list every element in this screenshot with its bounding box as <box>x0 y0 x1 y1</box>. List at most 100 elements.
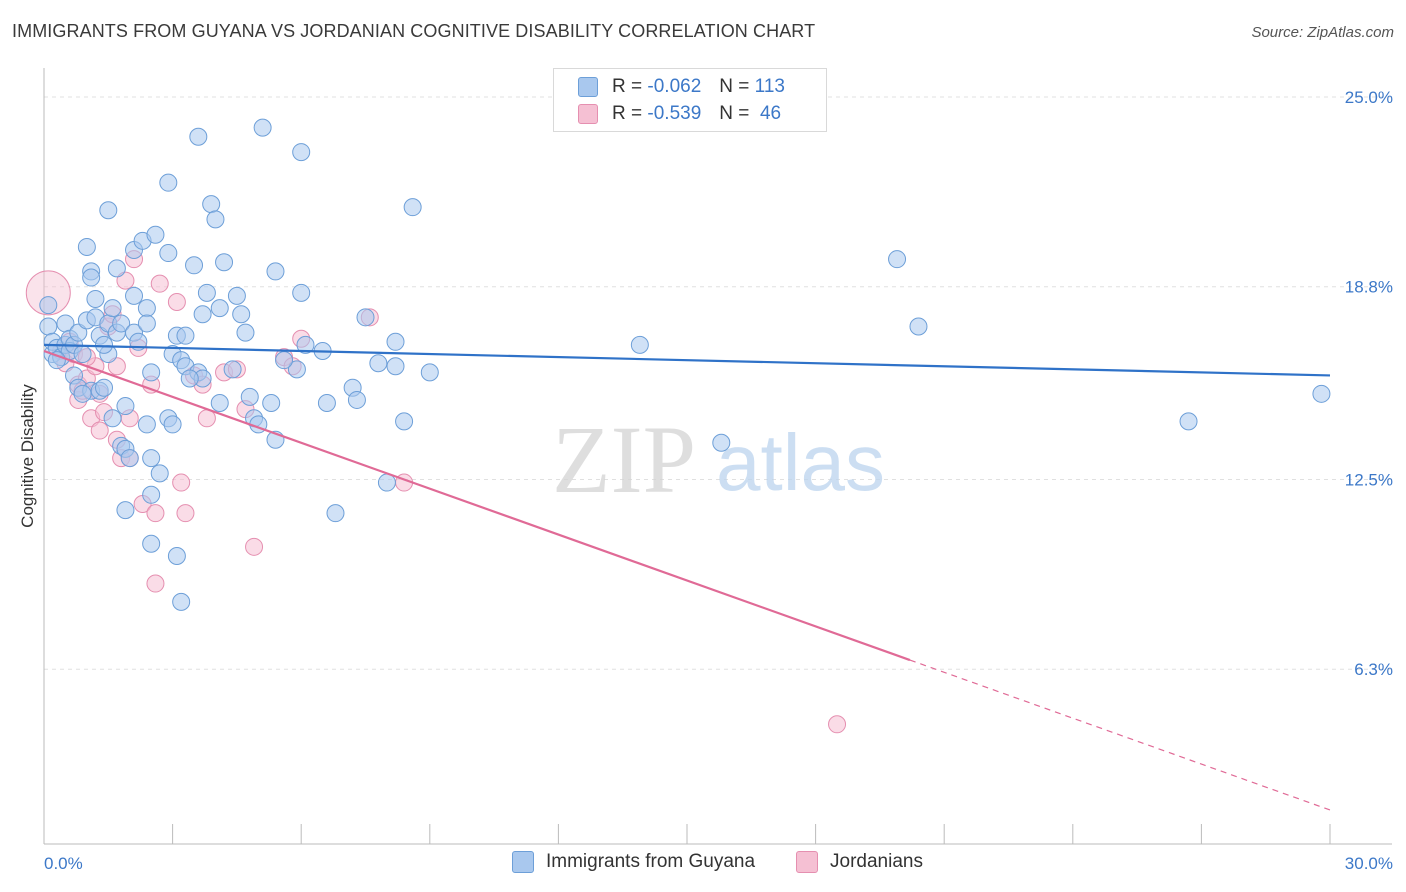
data-point-guyana <box>172 592 191 611</box>
r-label: R = <box>612 76 643 97</box>
x-tick-labels: 0.0% 30.0% <box>44 854 1393 873</box>
data-point-guyana <box>150 464 169 483</box>
data-point-guyana <box>69 323 88 342</box>
data-point-guyana <box>95 335 114 354</box>
stats-legend: R = -0.062 N = 113 R = -0.539 N = 46 <box>553 68 827 132</box>
data-point-guyana <box>73 384 92 403</box>
x-tick-label: 30.0% <box>1345 854 1393 873</box>
data-point-guyana <box>95 378 114 397</box>
data-point-guyana <box>142 485 161 504</box>
data-point-guyana <box>206 210 225 229</box>
jordanians-swatch <box>578 104 598 124</box>
data-point-jordanians <box>828 715 847 734</box>
series-legend: Immigrants from Guyana Jordanians <box>0 851 1406 879</box>
data-point-guyana <box>210 299 229 318</box>
legend-item-jordanians[interactable]: Jordanians <box>796 851 923 873</box>
data-point-jordanians <box>116 271 135 290</box>
data-point-guyana <box>317 394 336 412</box>
data-point-guyana <box>253 118 272 137</box>
x-tick-label: 0.0% <box>44 854 83 873</box>
y-tick-label: 6.3% <box>1354 660 1393 679</box>
data-point-guyana <box>223 360 242 379</box>
data-point-guyana <box>142 449 161 468</box>
data-point-jordanians <box>167 293 186 312</box>
y-tick-label: 12.5% <box>1345 471 1393 490</box>
data-point-guyana <box>116 397 135 416</box>
data-point-guyana <box>77 237 96 256</box>
data-point-guyana <box>163 415 182 434</box>
n-value-jordanians: 46 <box>759 103 782 124</box>
y-tick-labels: 6.3% 12.5% 18.8% 25.0% <box>1345 88 1393 679</box>
data-point-guyana <box>420 363 439 382</box>
data-point-jordanians <box>90 421 109 440</box>
data-point-guyana <box>210 394 229 412</box>
series-guyana <box>39 118 1331 611</box>
data-point-guyana <box>112 314 131 333</box>
data-point-guyana <box>292 143 311 162</box>
data-point-jordanians <box>146 574 165 593</box>
data-point-jordanians <box>172 473 191 492</box>
data-point-guyana <box>146 225 165 244</box>
data-point-guyana <box>116 501 135 520</box>
data-point-guyana <box>137 415 156 434</box>
watermark: ZIP atlas <box>552 406 885 513</box>
stats-row-guyana: R = -0.062 N = 113 <box>578 74 785 100</box>
data-point-guyana <box>403 198 422 217</box>
trend-line-jordanians <box>43 349 911 662</box>
watermark-zip: ZIP <box>552 406 696 513</box>
data-point-guyana <box>39 317 58 336</box>
data-point-guyana <box>159 173 178 192</box>
legend-guyana-swatch <box>512 851 534 873</box>
data-point-guyana <box>86 289 105 308</box>
data-point-guyana <box>142 363 161 382</box>
data-point-guyana <box>159 244 178 263</box>
axes <box>43 68 1392 845</box>
y-tick-label: 18.8% <box>1345 278 1393 297</box>
data-point-guyana <box>630 335 649 354</box>
data-point-guyana <box>185 256 204 275</box>
trend-line-jordanians-extension <box>909 659 1331 811</box>
data-point-guyana <box>197 283 216 302</box>
data-point-guyana <box>240 387 259 406</box>
data-point-guyana <box>356 308 375 327</box>
data-point-guyana <box>137 299 156 318</box>
data-point-guyana <box>189 127 208 146</box>
data-point-guyana <box>227 286 246 305</box>
data-point-guyana <box>202 195 221 214</box>
data-point-guyana <box>73 345 92 364</box>
data-point-guyana <box>232 305 251 324</box>
legend-item-guyana[interactable]: Immigrants from Guyana <box>512 851 755 873</box>
data-point-guyana <box>287 360 306 379</box>
source-label: Source: ZipAtlas.com <box>1251 24 1394 41</box>
legend-jordanians-label: Jordanians <box>830 851 923 872</box>
data-point-guyana <box>236 323 255 342</box>
trend-line-guyana <box>43 343 1331 377</box>
r-label: R = <box>612 103 643 124</box>
watermark-atlas: atlas <box>716 418 885 507</box>
data-point-guyana <box>103 409 122 428</box>
data-point-guyana <box>47 351 66 370</box>
data-point-guyana <box>1312 384 1331 403</box>
data-point-jordanians <box>245 537 264 556</box>
data-point-guyana <box>137 314 156 333</box>
y-tick-label: 25.0% <box>1345 88 1393 107</box>
data-point-jordanians <box>146 504 165 523</box>
data-point-guyana <box>103 299 122 318</box>
data-point-guyana <box>326 504 345 523</box>
y-axis-label: Cognitive Disability <box>18 384 37 528</box>
data-point-guyana <box>266 262 285 281</box>
stats-row-jordanians: R = -0.539 N = 46 <box>578 101 781 127</box>
data-point-guyana <box>888 250 907 269</box>
guyana-swatch <box>578 77 598 97</box>
data-point-guyana <box>296 335 315 354</box>
data-point-guyana <box>180 369 199 388</box>
r-value-jordanians: -0.539 <box>647 103 702 124</box>
data-point-guyana <box>1179 412 1198 431</box>
data-point-guyana <box>99 201 118 220</box>
data-point-guyana <box>262 394 281 412</box>
data-point-guyana <box>193 305 212 324</box>
data-point-guyana <box>215 253 234 272</box>
gridlines <box>44 96 1392 670</box>
data-point-guyana <box>176 326 195 345</box>
